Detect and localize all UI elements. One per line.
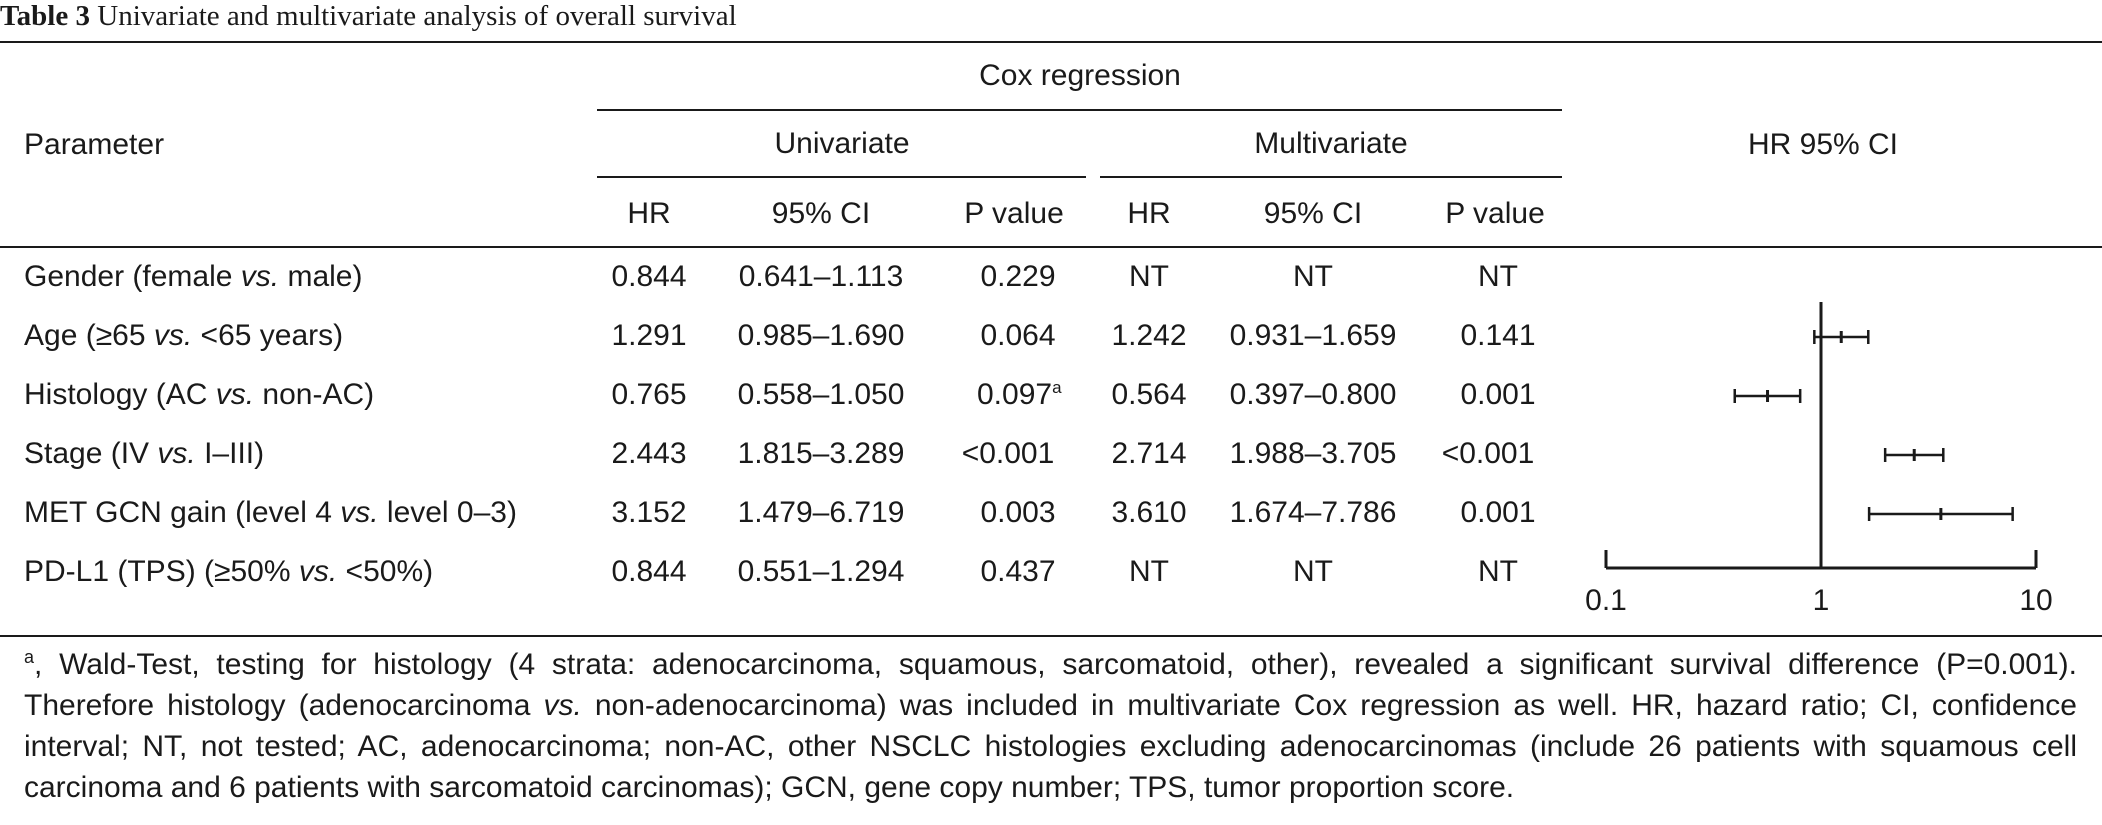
table-cell-multi-ci: NT — [1293, 555, 1333, 588]
table-cell-multi-hr: 0.564 — [1111, 378, 1187, 411]
bottom-rule — [0, 635, 2102, 637]
table-cell-uni-p: 0.064 — [980, 319, 1056, 352]
table-footnote: a, Wald-Test, testing for histology (4 s… — [24, 647, 2077, 804]
table-cell-uni-ci: 0.985–1.690 — [737, 319, 905, 352]
header-cox-regression: Cox regression — [979, 59, 1181, 92]
table-cell-multi-p: 0.141 — [1460, 319, 1536, 352]
table-cell-multi-ci: NT — [1293, 260, 1333, 293]
table-cell-multi-ci: 1.674–7.786 — [1229, 496, 1397, 529]
table-cell-uni-hr: 0.765 — [611, 378, 687, 411]
top-rule — [0, 41, 2102, 43]
table-cell-multi-p: NT — [1478, 260, 1518, 293]
table-title: Univariate and multivariate analysis of … — [97, 0, 737, 32]
table-row-parameter: Histology (AC vs. non-AC) — [24, 378, 375, 411]
table-cell-multi-p: 0.001 — [1460, 496, 1536, 529]
table-cell-multi-ci: 1.988–3.705 — [1229, 437, 1397, 470]
col-header-uni-ci: 95% CI — [771, 197, 871, 230]
table-cell-multi-hr: 3.610 — [1111, 496, 1187, 529]
table-cell-uni-ci: 0.551–1.294 — [737, 555, 905, 588]
header-rule — [0, 246, 2102, 248]
header-hr-ci: HR 95% CI — [1747, 128, 1899, 161]
table-cell-uni-p: 0.097a — [977, 378, 1062, 411]
col-header-multi-p: P value — [1445, 197, 1545, 230]
table-cell-uni-hr: 2.443 — [611, 437, 687, 470]
col-header-uni-hr: HR — [627, 197, 671, 230]
header-parameter: Parameter — [24, 128, 165, 161]
table-row-parameter: Stage (IV vs. I–III) — [24, 437, 265, 470]
table-caption: Table 3 Univariate and multivariate anal… — [0, 0, 737, 32]
table-cell-multi-hr: NT — [1129, 260, 1169, 293]
table-cell-uni-hr: 3.152 — [611, 496, 687, 529]
table-cell-multi-hr: 2.714 — [1111, 437, 1187, 470]
table-row-parameter: PD-L1 (TPS) (≥50% vs. <50%) — [24, 555, 434, 588]
table-cell-uni-p: <0.001 — [961, 437, 1055, 470]
footnote-marker: a — [1052, 378, 1062, 397]
table-cell-multi-p: 0.001 — [1460, 378, 1536, 411]
table-cell-uni-hr: 0.844 — [611, 555, 687, 588]
forest-tick-label: 10 — [2019, 584, 2052, 617]
cox-underline — [597, 109, 1562, 111]
univariate-underline — [597, 176, 1086, 178]
forest-tick-label: 1 — [1813, 584, 1830, 617]
header-univariate: Univariate — [774, 127, 910, 160]
table-cell-uni-ci: 0.558–1.050 — [737, 378, 905, 411]
table-cell-uni-ci: 1.815–3.289 — [737, 437, 905, 470]
table-row-parameter: Gender (female vs. male) — [24, 260, 363, 293]
table-cell-uni-ci: 0.641–1.113 — [738, 260, 904, 293]
table-cell-multi-hr: 1.242 — [1111, 319, 1187, 352]
col-header-multi-ci: 95% CI — [1263, 197, 1363, 230]
col-header-multi-hr: HR — [1127, 197, 1171, 230]
table-cell-multi-ci: 0.397–0.800 — [1229, 378, 1397, 411]
footnote-marker: a — [24, 647, 35, 667]
table-row-parameter: Age (≥65 vs. <65 years) — [24, 319, 344, 352]
table-cell-uni-hr: 1.291 — [611, 319, 687, 352]
table-cell-uni-p: 0.437 — [980, 555, 1056, 588]
table-label: Table 3 — [0, 0, 90, 32]
header-multivariate: Multivariate — [1254, 127, 1408, 160]
table-cell-uni-p: 0.003 — [980, 496, 1056, 529]
table-row-parameter: MET GCN gain (level 4 vs. level 0–3) — [24, 496, 517, 529]
table-cell-multi-p: <0.001 — [1441, 437, 1535, 470]
table-cell-multi-p: NT — [1478, 555, 1518, 588]
multivariate-underline — [1100, 176, 1562, 178]
table-cell-uni-ci: 1.479–6.719 — [737, 496, 905, 529]
forest-plot: 0.1 1 10 — [1585, 302, 2053, 617]
table-cell-uni-p: 0.229 — [980, 260, 1056, 293]
table-cell-multi-ci: 0.931–1.659 — [1229, 319, 1397, 352]
forest-tick-label: 0.1 — [1585, 584, 1627, 617]
table-cell-multi-hr: NT — [1129, 555, 1169, 588]
table-cell-uni-hr: 0.844 — [611, 260, 687, 293]
col-header-uni-p: P value — [964, 197, 1064, 230]
